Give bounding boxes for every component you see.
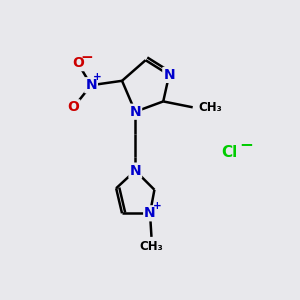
Text: N: N	[163, 68, 175, 82]
Text: N: N	[130, 164, 141, 178]
Text: N: N	[130, 105, 141, 119]
Text: Cl: Cl	[221, 146, 238, 160]
Text: −: −	[239, 135, 253, 153]
Text: O: O	[68, 100, 80, 114]
Text: CH₃: CH₃	[140, 240, 163, 254]
Text: O: O	[72, 56, 84, 70]
Text: +: +	[93, 72, 102, 82]
Text: CH₃: CH₃	[198, 101, 222, 114]
Text: N: N	[144, 206, 156, 220]
Text: N: N	[85, 78, 97, 92]
Text: +: +	[153, 201, 162, 211]
Text: −: −	[80, 50, 93, 65]
